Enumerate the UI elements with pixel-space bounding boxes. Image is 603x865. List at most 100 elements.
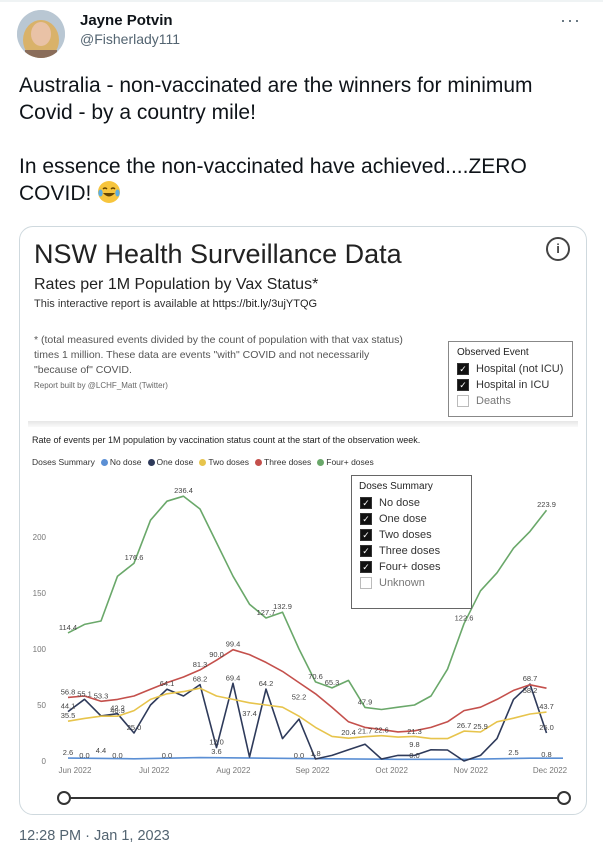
report-link[interactable]: https://bit.ly/3ujYTQG bbox=[212, 298, 318, 310]
author-handle[interactable]: @Fisherlady111 bbox=[80, 31, 181, 47]
report-title: NSW Health Surveillance Data bbox=[34, 239, 402, 269]
more-options-icon[interactable]: ··· bbox=[560, 10, 581, 30]
data-label: 47.9 bbox=[358, 697, 373, 706]
observed-event-filter: Observed Event ✓ Hospital (not ICU) ✓ Hosp… bbox=[448, 341, 573, 417]
report-image[interactable]: NSW Health Surveillance Data Rates per 1… bbox=[19, 226, 587, 815]
section-divider bbox=[28, 421, 578, 427]
data-label: 40.3 bbox=[110, 706, 125, 715]
data-label: 127.7 bbox=[257, 608, 276, 617]
legend-item-two-doses[interactable]: Two doses bbox=[199, 457, 249, 467]
doses-filter-two-doses[interactable]: ✓ Two doses bbox=[352, 527, 471, 543]
checkbox-checked-icon[interactable]: ✓ bbox=[360, 513, 372, 525]
date-range-start-handle[interactable] bbox=[57, 791, 71, 805]
checkbox-unchecked-icon[interactable] bbox=[457, 395, 469, 407]
data-label: 20.4 bbox=[341, 728, 356, 737]
legend-title: Doses Summary bbox=[32, 457, 95, 467]
doses-filter-label: Three doses bbox=[379, 545, 441, 557]
doses-filter-label: No dose bbox=[379, 497, 420, 509]
data-label: 0.0 bbox=[409, 751, 419, 760]
y-tick-label: 0 bbox=[42, 757, 47, 766]
data-label: 25.0 bbox=[127, 723, 142, 732]
observed-event-label: Deaths bbox=[476, 395, 511, 407]
author-name[interactable]: Jayne Potvin bbox=[80, 12, 173, 29]
legend-label: No dose bbox=[109, 457, 142, 467]
data-label: 68.2 bbox=[193, 675, 208, 684]
data-label: 0.8 bbox=[541, 750, 551, 759]
laughing-tears-emoji-icon bbox=[98, 181, 121, 203]
date-range-slider-track[interactable] bbox=[62, 797, 568, 799]
data-label: 21.3 bbox=[407, 727, 422, 736]
report-link-text: This interactive report is available at bbox=[34, 298, 210, 310]
data-label: 236.4 bbox=[174, 486, 193, 495]
data-label: 3.6 bbox=[211, 747, 221, 756]
data-label: 25.9 bbox=[473, 722, 488, 731]
legend-dot-icon bbox=[147, 458, 155, 466]
doses-filter-four-doses[interactable]: ✓ Four+ doses bbox=[352, 559, 471, 575]
doses-summary-filter: Doses Summary ✓ No dose ✓ One dose ✓ Two do… bbox=[351, 475, 472, 609]
data-label: 81.3 bbox=[193, 660, 208, 669]
data-label: 65.3 bbox=[325, 678, 340, 687]
x-tick-label: Jun 2022 bbox=[59, 766, 92, 775]
legend-item-one-dose[interactable]: One dose bbox=[147, 457, 194, 467]
checkbox-checked-icon[interactable]: ✓ bbox=[360, 545, 372, 557]
x-tick-label: Jul 2022 bbox=[139, 766, 170, 775]
doses-filter-unknown[interactable]: Unknown bbox=[352, 575, 471, 591]
checkbox-checked-icon[interactable]: ✓ bbox=[360, 529, 372, 541]
legend-dot-icon bbox=[317, 458, 325, 466]
series-line-four-doses bbox=[67, 495, 548, 711]
data-label: 132.9 bbox=[273, 602, 292, 611]
report-panel: NSW Health Surveillance Data Rates per 1… bbox=[28, 229, 578, 809]
report-subtitle: Rates per 1M Population by Vax Status* bbox=[34, 276, 319, 293]
legend-item-three-doses[interactable]: Three doses bbox=[255, 457, 311, 467]
checkbox-unchecked-icon[interactable] bbox=[360, 577, 372, 589]
data-label: 37.4 bbox=[242, 709, 257, 718]
doses-filter-label: One dose bbox=[379, 513, 427, 525]
observed-event-title: Observed Event bbox=[457, 347, 529, 358]
legend-item-four-doses[interactable]: Four+ doses bbox=[317, 457, 374, 467]
tweet-line-2: In essence the non-vaccinated have achie… bbox=[19, 153, 589, 207]
chart-legend: Doses Summary No dose One dose Two doses… bbox=[32, 457, 374, 467]
info-icon[interactable]: i bbox=[546, 237, 570, 261]
data-label: 0.0 bbox=[294, 751, 304, 760]
y-tick-label: 100 bbox=[33, 645, 47, 654]
x-tick-label: Dec 2022 bbox=[533, 766, 568, 775]
data-label: 35.5 bbox=[61, 711, 76, 720]
report-note: * (total measured events divided by the … bbox=[34, 334, 403, 376]
observed-event-label: Hospital in ICU bbox=[476, 379, 550, 391]
doses-filter-one-dose[interactable]: ✓ One dose bbox=[352, 511, 471, 527]
observed-event-hospital[interactable]: ✓ Hospital (not ICU) bbox=[449, 361, 572, 377]
legend-item-no-dose[interactable]: No dose bbox=[100, 457, 142, 467]
data-label: 9.8 bbox=[409, 740, 419, 749]
checkbox-checked-icon[interactable]: ✓ bbox=[457, 363, 469, 375]
observed-event-deaths[interactable]: Deaths bbox=[449, 393, 572, 409]
checkbox-checked-icon[interactable]: ✓ bbox=[457, 379, 469, 391]
date-range-end-handle[interactable] bbox=[557, 791, 571, 805]
doses-filter-label: Two doses bbox=[379, 529, 432, 541]
y-tick-label: 50 bbox=[37, 701, 46, 710]
data-label: 0.0 bbox=[79, 751, 89, 760]
data-label: 53.3 bbox=[94, 691, 109, 700]
doses-filter-label: Four+ doses bbox=[379, 561, 441, 573]
report-link-line: This interactive report is available at … bbox=[34, 298, 317, 310]
data-label: 26.7 bbox=[457, 721, 472, 730]
checkbox-checked-icon[interactable]: ✓ bbox=[360, 561, 372, 573]
x-tick-label: Sep 2022 bbox=[295, 766, 330, 775]
data-label: 1.8 bbox=[310, 749, 320, 758]
doses-filter-no-dose[interactable]: ✓ No dose bbox=[352, 495, 471, 511]
data-label: 55.1 bbox=[77, 689, 92, 698]
observed-event-icu[interactable]: ✓ Hospital in ICU bbox=[449, 377, 572, 393]
y-tick-label: 150 bbox=[33, 589, 47, 598]
line-chart[interactable]: 0 50 100 150 200 Jun 2022 Jul 2022 Aug 2022 Sep … bbox=[28, 473, 578, 793]
doses-filter-three-doses[interactable]: ✓ Three doses bbox=[352, 543, 471, 559]
legend-dot-icon bbox=[199, 458, 207, 466]
legend-label: One dose bbox=[156, 457, 194, 467]
checkbox-checked-icon[interactable]: ✓ bbox=[360, 497, 372, 509]
data-label: 58.2 bbox=[523, 686, 538, 695]
tweet-text: Australia - non-vaccinated are the winne… bbox=[19, 72, 589, 207]
data-label: 12.0 bbox=[209, 738, 224, 747]
tweet-timestamp[interactable]: 12:28 PM · Jan 1, 2023 bbox=[19, 828, 170, 844]
data-label: 4.4 bbox=[96, 746, 106, 755]
avatar[interactable] bbox=[17, 10, 65, 58]
y-tick-label: 200 bbox=[33, 533, 47, 542]
